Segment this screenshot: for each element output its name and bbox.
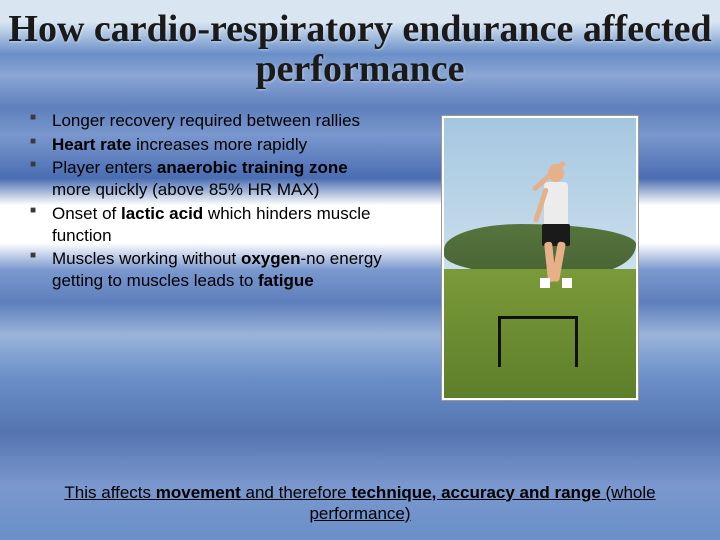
- bullet-item: Player enters anaerobic training zone mo…: [30, 157, 390, 201]
- title-block: How cardio-respiratory endurance affecte…: [0, 0, 720, 90]
- slide-title: How cardio-respiratory endurance affecte…: [0, 10, 720, 90]
- athlete-jumping-image: [442, 116, 638, 400]
- bullet-list: Longer recovery required between rallies…: [30, 110, 390, 400]
- bullet-item: Muscles working without oxygen-no energy…: [30, 248, 390, 292]
- image-wrap: [390, 110, 690, 400]
- athlete-figure: [516, 138, 596, 308]
- content-row: Longer recovery required between rallies…: [0, 90, 720, 400]
- bullet-item: Longer recovery required between rallies: [30, 110, 390, 132]
- bullet-item: Heart rate increases more rapidly: [30, 134, 390, 156]
- hurdle-icon: [498, 316, 578, 364]
- bullet-item: Onset of lactic acid which hinders muscl…: [30, 203, 390, 247]
- footer-note: This affects movement and therefore tech…: [0, 482, 720, 525]
